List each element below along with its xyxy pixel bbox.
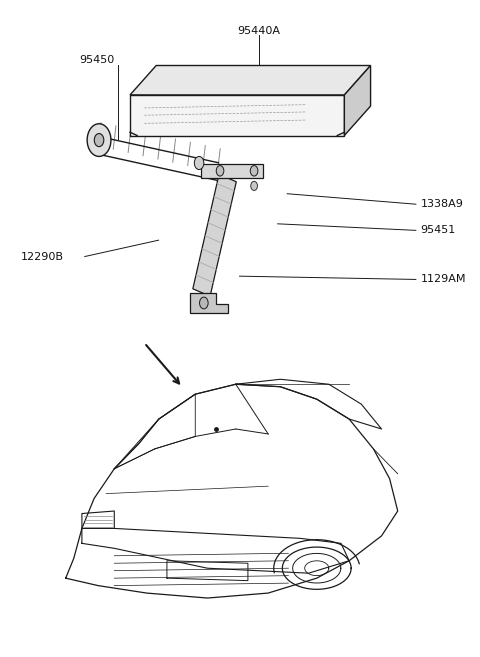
Circle shape <box>216 166 224 176</box>
Polygon shape <box>193 174 236 296</box>
Text: 95450: 95450 <box>79 55 114 65</box>
Circle shape <box>251 181 257 191</box>
Polygon shape <box>130 66 371 95</box>
Polygon shape <box>344 66 371 135</box>
Text: 1338A9: 1338A9 <box>420 199 464 209</box>
Circle shape <box>94 133 104 147</box>
Circle shape <box>87 124 111 156</box>
Text: 12290B: 12290B <box>21 252 63 261</box>
Polygon shape <box>190 292 228 313</box>
Circle shape <box>194 156 204 170</box>
Circle shape <box>200 297 208 309</box>
Text: 95440A: 95440A <box>237 26 280 36</box>
Text: 95451: 95451 <box>420 225 456 235</box>
Circle shape <box>250 166 258 176</box>
Polygon shape <box>130 95 344 135</box>
Text: 1129AM: 1129AM <box>420 275 466 284</box>
Polygon shape <box>202 164 264 178</box>
